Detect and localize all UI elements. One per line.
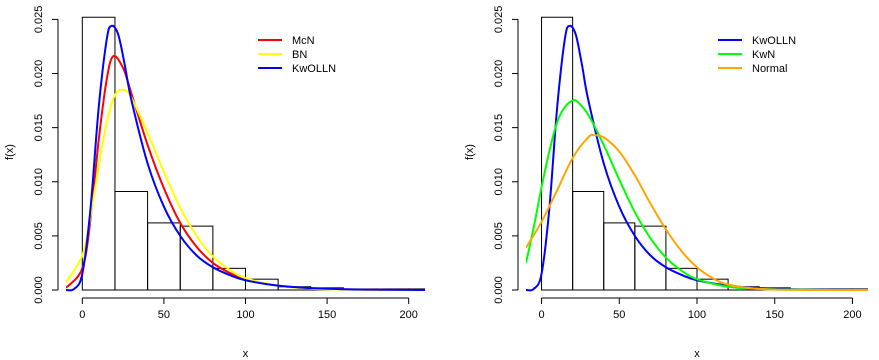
histogram-bar	[572, 191, 605, 291]
x-tick-label: 100	[688, 309, 706, 321]
y-tick-label: 0.020	[33, 60, 45, 88]
y-tick-label: 0.000	[33, 276, 45, 304]
x-axis: 0 50 100 150 200 x	[538, 297, 862, 360]
legend-label-kwolln: KwOLLN	[292, 63, 336, 75]
left-density-panel: 0 50 100 150 200x0.0000.0050.0100.0150.0200.…	[4, 6, 425, 360]
x-tick-label: 150	[766, 309, 784, 321]
y-axis: 0.000 0.005 0.010 0.015 0.020 0.025 f(x)	[464, 6, 519, 304]
y-tick-label: 0.010	[493, 168, 505, 196]
x-tick-label: 150	[318, 309, 336, 321]
histogram-bar	[245, 278, 279, 291]
y-tick-label: 0.025	[493, 6, 505, 34]
y-tick-label: 0.010	[33, 168, 45, 196]
y-tick-label: 0.015	[493, 114, 505, 142]
density-curve-kwolln	[66, 24, 425, 292]
y-tick-label: 0.025	[33, 6, 45, 34]
right-density-panel: 0 50 100 150 200x0.0000.0050.0100.0150.0200.…	[464, 6, 868, 360]
legend-label-kwn: KwN	[752, 49, 775, 61]
histogram-bar	[541, 16, 574, 291]
x-axis: 0 50 100 150 200 x	[79, 297, 418, 360]
density-curves	[66, 24, 425, 292]
y-axis-label: f(x)	[4, 144, 16, 160]
x-axis-label: x	[243, 348, 249, 360]
x-tick-label: 50	[613, 309, 625, 321]
histogram	[81, 16, 425, 291]
histogram-bar	[603, 222, 636, 291]
density-curve-kwolln	[526, 24, 868, 292]
y-tick-label: 0.005	[493, 222, 505, 250]
histogram-bar	[114, 191, 149, 291]
histogram-bar	[179, 225, 214, 291]
density-curve-kwn	[526, 98, 868, 292]
x-axis-label: x	[694, 348, 700, 360]
histogram-bar	[147, 222, 181, 291]
x-tick-label: 50	[158, 309, 170, 321]
legend: McN BN KwOLLN	[258, 35, 336, 75]
x-tick-label: 0	[79, 309, 85, 321]
density-curves	[526, 24, 868, 292]
x-tick-label: 200	[843, 309, 861, 321]
y-tick-label: 0.005	[33, 222, 45, 250]
x-tick-label: 0	[538, 309, 544, 321]
y-tick-label: 0.020	[493, 60, 505, 88]
y-tick-label: 0.015	[33, 114, 45, 142]
legend-label-bn: BN	[292, 49, 307, 61]
density-curve-normal	[526, 133, 868, 292]
histogram-bar	[634, 225, 667, 291]
x-tick-label: 200	[400, 309, 418, 321]
y-axis-label: f(x)	[464, 144, 476, 160]
legend-label-mcn: McN	[292, 35, 315, 47]
legend-label-kwolln: KwOLLN	[752, 35, 796, 47]
y-axis: 0.000 0.005 0.010 0.015 0.020 0.025 f(x)	[4, 6, 59, 304]
histogram	[541, 16, 868, 291]
y-tick-label: 0.000	[493, 276, 505, 304]
histogram-bar	[81, 16, 116, 291]
density-curve-bn	[66, 88, 425, 292]
legend: KwOLLN KwN Normal	[718, 35, 796, 75]
x-tick-label: 100	[236, 309, 254, 321]
legend-label-normal: Normal	[752, 63, 787, 75]
